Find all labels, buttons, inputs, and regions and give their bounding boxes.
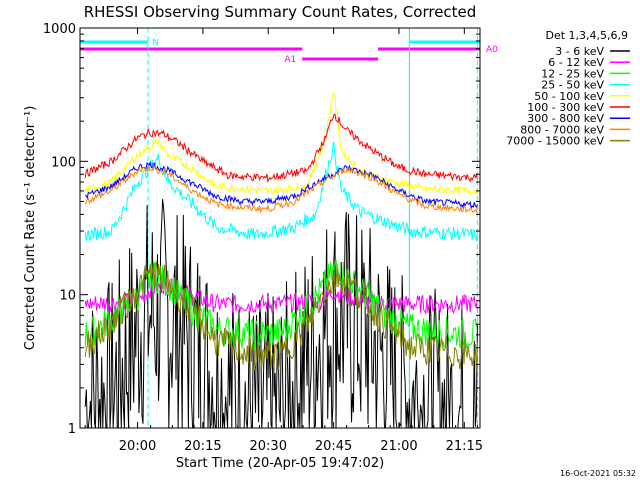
series-line — [84, 276, 478, 315]
legend-entry-label: 6 - 12 keV — [548, 56, 604, 69]
footer-timestamp: 16-Oct-2021 05:32 — [560, 469, 636, 478]
y-tick-label: 100 — [51, 155, 76, 170]
legend-entry-label: 100 - 300 keV — [527, 101, 604, 114]
legend-entry-label: 300 - 800 keV — [527, 112, 604, 125]
plot-series — [84, 92, 478, 429]
series-line — [84, 260, 478, 371]
y-axis: 1 10 100 1000 — [43, 22, 480, 437]
legend-entry-label: 800 - 7000 keV — [520, 123, 604, 136]
legend-title: Det 1,3,4,5,6,9 — [545, 29, 628, 42]
x-tick-label: 20:00 — [119, 439, 156, 454]
x-tick-label: 21:15 — [446, 439, 483, 454]
plot-frame — [79, 27, 481, 429]
legend-entry-label: 7000 - 15000 keV — [506, 135, 604, 148]
vertical-markers — [147, 28, 478, 428]
x-tick-label: 20:30 — [250, 439, 287, 454]
series-line — [84, 165, 478, 214]
x-axis-label: Start Time (20-Apr-05 19:47:02) — [176, 456, 384, 471]
y-tick-label: 10 — [59, 289, 76, 304]
flag-bars: N A0 A1 — [80, 38, 498, 65]
y-tick-label: 1000 — [43, 22, 76, 37]
legend-entry-label: 25 - 50 keV — [541, 79, 604, 92]
y-axis-label: Corrected Count Rate (s⁻¹ detector⁻¹) — [23, 106, 38, 351]
chart-title: RHESSI Observing Summary Count Rates, Co… — [84, 3, 477, 21]
x-tick-label: 20:15 — [184, 439, 221, 454]
y-tick-label: 1 — [68, 422, 76, 437]
series-line — [84, 160, 478, 210]
x-axis: 20:00 20:15 20:30 20:45 21:00 21:15 — [84, 28, 483, 454]
series-line — [84, 113, 478, 184]
series-line — [84, 199, 478, 429]
flag-bar-label: A0 — [486, 45, 498, 55]
legend-entry-label: 3 - 6 keV — [555, 45, 604, 58]
x-tick-label: 20:45 — [315, 439, 352, 454]
series-line — [84, 92, 478, 195]
series-line — [84, 141, 478, 243]
legend-entry-label: 50 - 100 keV — [534, 90, 604, 103]
flag-bar-label: A1 — [284, 55, 296, 65]
legend-entry-label: 12 - 25 keV — [541, 67, 604, 80]
flag-bar-label: N — [152, 38, 159, 48]
x-tick-label: 21:00 — [380, 439, 417, 454]
